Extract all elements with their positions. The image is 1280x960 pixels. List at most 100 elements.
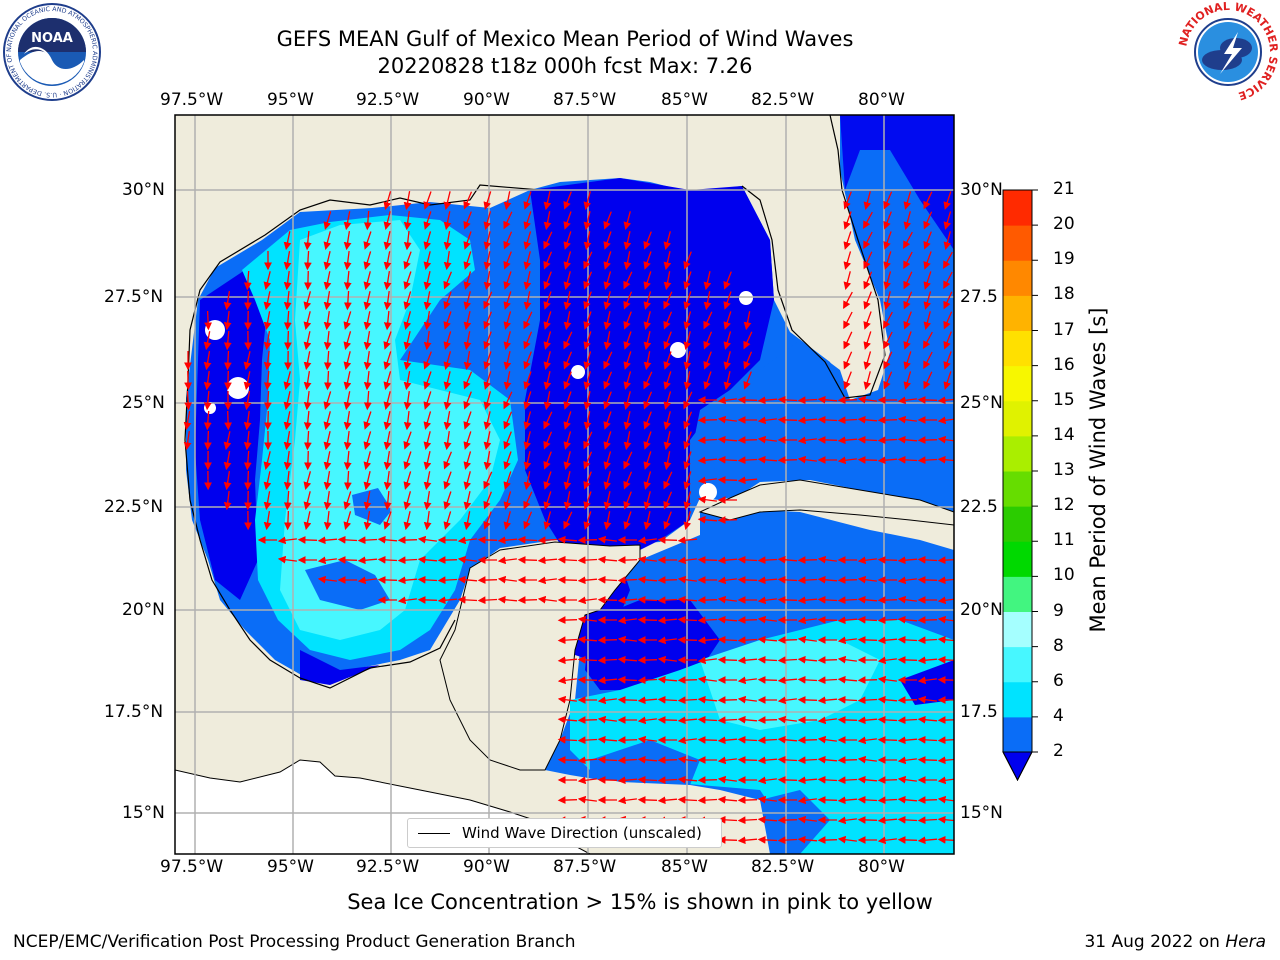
wind-wave-arrow (717, 615, 738, 624)
wind-wave-arrow (583, 411, 592, 431)
wind-wave-arrow (697, 556, 718, 564)
wind-wave-arrow (343, 371, 352, 391)
wind-wave-arrow (777, 816, 798, 824)
wind-wave-arrow (623, 491, 632, 510)
wind-wave-arrow (603, 391, 612, 410)
wind-wave-arrow (303, 430, 312, 451)
wind-wave-arrow (617, 796, 637, 805)
wind-wave-arrow (463, 271, 472, 290)
wind-wave-arrow (617, 675, 638, 684)
wind-wave-arrow (737, 476, 758, 485)
wind-wave-arrow (837, 416, 858, 425)
wind-wave-arrow (637, 775, 658, 784)
wind-wave-arrow (677, 676, 698, 684)
wind-wave-arrow (643, 291, 652, 310)
wind-wave-arrow (543, 391, 552, 411)
wind-wave-arrow (717, 396, 737, 405)
wind-wave-arrow (897, 756, 917, 765)
wind-wave-arrow (283, 391, 292, 411)
wind-wave-arrow (383, 251, 392, 271)
colorbar-tick-label: 2 (1053, 741, 1064, 761)
wind-wave-arrow (223, 330, 232, 351)
wind-wave-arrow (203, 350, 212, 371)
wind-wave-arrow (503, 431, 512, 450)
wind-wave-arrow (857, 636, 878, 644)
wind-wave-arrow (363, 351, 372, 371)
wind-wave-arrow (263, 390, 272, 411)
wind-wave-arrow (343, 351, 352, 370)
wind-wave-arrow (497, 575, 517, 584)
wind-wave-arrow (623, 311, 632, 330)
wind-wave-arrow (643, 491, 652, 510)
wind-wave-arrow (623, 411, 632, 431)
wind-wave-arrow (537, 556, 558, 565)
wind-wave-arrow (523, 511, 533, 530)
wind-wave-arrow (837, 716, 858, 724)
wind-wave-arrow (463, 311, 472, 331)
wind-wave-arrow (503, 411, 513, 430)
wind-wave-arrow (777, 456, 798, 464)
wind-wave-arrow (937, 655, 954, 664)
wind-wave-arrow (937, 576, 954, 585)
wind-wave-arrow (243, 371, 252, 391)
wind-wave-arrow (503, 331, 512, 350)
wind-wave-arrow (943, 291, 953, 310)
wind-wave-arrow (343, 230, 352, 251)
wind-wave-arrow (897, 696, 918, 704)
wind-wave-arrow (563, 451, 572, 470)
wind-wave-arrow (243, 411, 252, 431)
wind-wave-arrow (757, 576, 778, 585)
wind-wave-arrow (657, 596, 678, 605)
wind-wave-arrow (443, 211, 452, 231)
wind-wave-arrow (403, 190, 412, 211)
lon-label-top: 97.5°W (160, 90, 224, 110)
wind-wave-arrow (503, 371, 512, 391)
wind-wave-arrow (304, 270, 312, 291)
wind-wave-arrow (757, 716, 778, 724)
wind-wave-arrow (503, 451, 512, 470)
wind-wave-arrow (843, 331, 853, 350)
wind-wave-arrow (463, 350, 472, 371)
wind-wave-arrow (323, 511, 332, 531)
wind-wave-arrow (283, 291, 292, 311)
wind-wave-arrow (757, 596, 777, 605)
wind-wave-arrow (523, 211, 532, 230)
wind-wave-arrow (557, 555, 578, 564)
wind-wave-arrow (423, 271, 432, 291)
wind-wave-arrow (923, 211, 933, 230)
wind-wave-arrow (457, 555, 477, 564)
wind-wave-arrow (857, 716, 878, 725)
wind-wave-arrow (557, 636, 578, 645)
wind-wave-arrow (817, 716, 837, 725)
wind-wave-arrow (737, 656, 758, 665)
lon-label-top: 85°W (661, 90, 708, 110)
wind-wave-arrow (697, 715, 718, 724)
wind-wave-arrow (617, 655, 638, 664)
wind-wave-arrow (523, 191, 532, 210)
wind-wave-arrow (677, 696, 698, 705)
wind-wave-arrow (677, 636, 698, 644)
lat-label-right: 30°N (960, 180, 1003, 200)
wind-wave-arrow (743, 371, 752, 390)
wind-wave-arrow (863, 331, 872, 350)
wind-wave-arrow (543, 451, 552, 470)
wind-wave-arrow (717, 476, 738, 484)
wind-wave-arrow (483, 231, 492, 250)
wind-wave-arrow (643, 371, 653, 390)
wind-wave-arrow (777, 715, 797, 724)
wind-wave-arrow (677, 795, 698, 804)
wind-wave-arrow (737, 636, 758, 645)
wind-wave-arrow (483, 351, 492, 370)
wind-wave-arrow (903, 331, 912, 350)
wind-wave-arrow (617, 756, 638, 765)
wind-wave-arrow (903, 191, 912, 210)
wind-wave-arrow (937, 396, 954, 405)
lat-label-left: 17.5°N (104, 702, 164, 722)
colorbar-tick-label: 6 (1053, 670, 1064, 691)
wind-wave-arrow (837, 616, 858, 625)
wind-wave-arrow (223, 311, 232, 331)
wind-wave-arrow (483, 311, 493, 330)
wind-wave-arrow (397, 596, 417, 605)
wind-wave-arrow (383, 471, 392, 491)
wind-wave-arrow (777, 696, 797, 705)
